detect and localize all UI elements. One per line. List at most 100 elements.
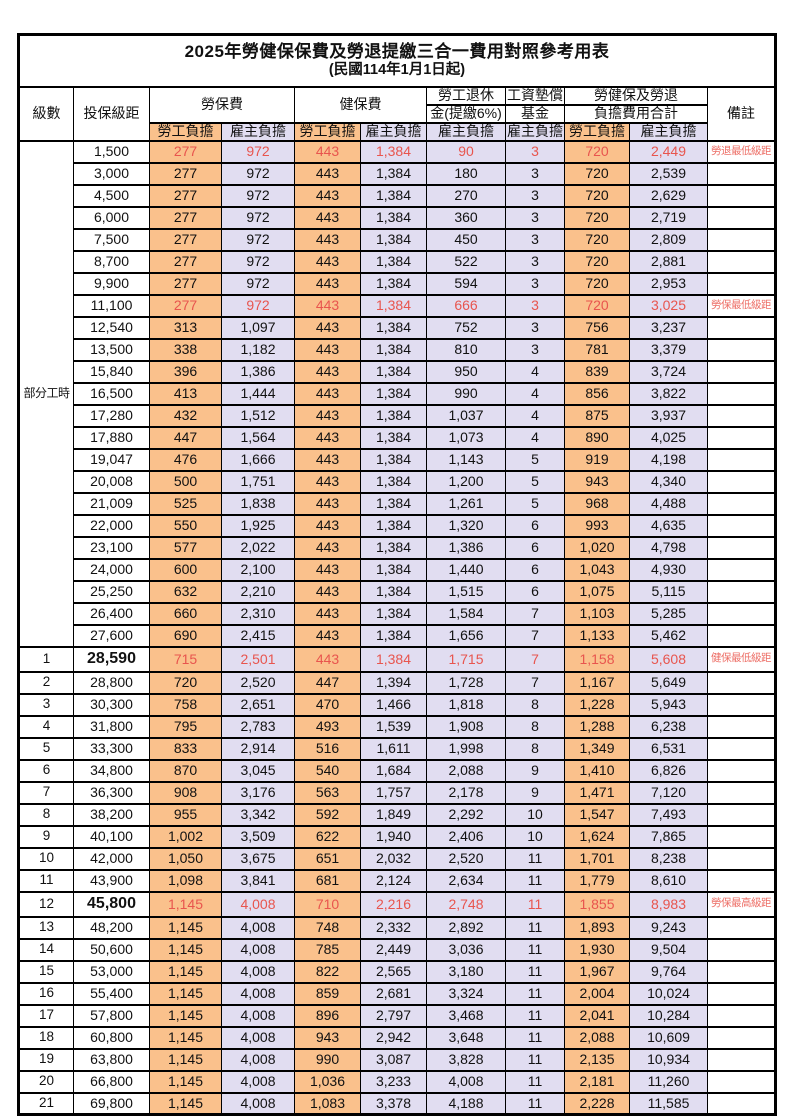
table-row: 16,500 413 1,444 443 1,384 990 4 856 3,822 (19, 381, 777, 406)
total-employee-cell: 875 (564, 403, 630, 428)
wage-fund-employer-cell: 3 (505, 293, 565, 318)
health-employer-cell: 2,942 (360, 1025, 427, 1050)
health-employer-cell: 1,684 (360, 758, 427, 783)
pension-employer-cell: 1,584 (426, 601, 506, 626)
labor-employee-cell: 277 (149, 293, 222, 318)
pension-employer-cell: 1,715 (426, 645, 506, 673)
labor-employee-cell: 955 (149, 802, 222, 827)
header-level: 級數 (18, 85, 74, 142)
total-employer-cell: 4,930 (629, 557, 708, 582)
pension-employer-cell: 3,828 (426, 1047, 506, 1072)
labor-employer-cell: 1,097 (221, 315, 295, 340)
header-health-insurance: 健保費 (294, 85, 427, 124)
labor-employer-cell: 1,564 (221, 425, 295, 450)
total-employee-cell: 1,228 (564, 692, 630, 717)
remark-cell: 勞退最低級距 (706, 139, 777, 164)
labor-employer-cell: 2,310 (221, 601, 295, 626)
labor-employer-cell: 4,008 (221, 890, 295, 918)
pension-employer-cell: 752 (426, 315, 506, 340)
health-employer-cell: 1,384 (360, 227, 427, 252)
health-employee-cell: 516 (294, 736, 361, 761)
total-employer-cell: 3,379 (629, 337, 708, 362)
bracket-cell: 30,300 (73, 692, 150, 717)
pension-employer-cell: 3,180 (426, 959, 506, 984)
health-employer-cell: 3,233 (360, 1069, 427, 1094)
bracket-cell: 34,800 (73, 758, 150, 783)
table-row: 6,000 277 972 443 1,384 360 3 720 2,719 (19, 205, 777, 230)
remark-cell (706, 491, 777, 516)
pension-employer-cell: 1,261 (426, 491, 506, 516)
bracket-cell: 63,800 (73, 1047, 150, 1072)
total-employee-cell: 2,041 (564, 1003, 630, 1028)
wage-fund-employer-cell: 3 (505, 205, 565, 230)
wage-fund-employer-cell: 6 (505, 579, 565, 604)
level-cell: 5 (18, 736, 74, 761)
total-employer-cell: 2,881 (629, 249, 708, 274)
health-employer-cell: 1,384 (360, 491, 427, 516)
total-employer-cell: 4,635 (629, 513, 708, 538)
level-cell: 20 (18, 1069, 74, 1094)
labor-employer-cell: 1,444 (221, 381, 295, 406)
health-employee-cell: 443 (294, 579, 361, 604)
level-cell: 19 (18, 1047, 74, 1072)
header-labor-employee: 勞工負擔 (149, 121, 222, 142)
health-employee-cell: 443 (294, 513, 361, 538)
bracket-cell: 50,600 (73, 937, 150, 962)
header-wage-fund-employer: 雇主負擔 (505, 121, 565, 142)
wage-fund-employer-cell: 3 (505, 249, 565, 274)
total-employee-cell: 756 (564, 315, 630, 340)
header-wage-fund-line1: 工資墊償 (505, 85, 565, 106)
remark-cell (706, 227, 777, 252)
wage-fund-employer-cell: 11 (505, 981, 565, 1006)
health-employer-cell: 1,384 (360, 205, 427, 230)
table-row: 9,900 277 972 443 1,384 594 3 720 2,953 (19, 271, 777, 296)
pension-employer-cell: 270 (426, 183, 506, 208)
table-row: 7 36,300 908 3,176 563 1,757 2,178 9 1,471 7,120 (18, 780, 777, 805)
wage-fund-employer-cell: 11 (505, 1091, 565, 1116)
labor-employee-cell: 715 (149, 645, 222, 673)
health-employee-cell: 710 (294, 890, 361, 918)
pension-employer-cell: 1,200 (426, 469, 506, 494)
remark-cell: 健保最低級距 (706, 645, 777, 673)
total-employer-cell: 4,488 (629, 491, 708, 516)
bracket-cell: 31,800 (73, 714, 150, 739)
bracket-cell: 28,590 (73, 645, 150, 673)
health-employee-cell: 443 (294, 271, 361, 296)
remark-cell (706, 937, 777, 962)
remark-cell (706, 1047, 777, 1072)
bracket-cell: 11,100 (73, 293, 150, 318)
level-cell: 18 (18, 1025, 74, 1050)
bracket-cell: 6,000 (73, 205, 150, 230)
pension-employer-cell: 990 (426, 381, 506, 406)
health-employee-cell: 443 (294, 447, 361, 472)
health-employer-cell: 1,384 (360, 139, 427, 164)
pension-employer-cell: 3,036 (426, 937, 506, 962)
pension-employer-cell: 3,324 (426, 981, 506, 1006)
bracket-cell: 48,200 (73, 915, 150, 940)
wage-fund-employer-cell: 7 (505, 670, 565, 695)
labor-employer-cell: 1,751 (221, 469, 295, 494)
table-row: 27,600 690 2,415 443 1,384 1,656 7 1,133 5,462 (19, 623, 777, 648)
health-employee-cell: 748 (294, 915, 361, 940)
table-row: 25,250 632 2,210 443 1,384 1,515 6 1,075 5,115 (19, 579, 777, 604)
labor-employer-cell: 4,008 (221, 937, 295, 962)
labor-employee-cell: 338 (149, 337, 222, 362)
header-health-employee: 勞工負擔 (294, 121, 361, 142)
table-row: 23,100 577 2,022 443 1,384 1,386 6 1,020 4,798 (19, 535, 777, 560)
table-row: 5 33,300 833 2,914 516 1,611 1,998 8 1,349 6,531 (18, 736, 777, 761)
table-row: 9 40,100 1,002 3,509 622 1,940 2,406 10 1,624 7,8… (18, 824, 777, 849)
total-employee-cell: 1,288 (564, 714, 630, 739)
pension-employer-cell: 1,908 (426, 714, 506, 739)
health-employer-cell: 1,384 (360, 161, 427, 186)
table-row: 20 66,800 1,145 4,008 1,036 3,233 4,008 11 2,181… (18, 1069, 777, 1094)
labor-employee-cell: 1,145 (149, 959, 222, 984)
health-employer-cell: 2,449 (360, 937, 427, 962)
remark-cell (706, 447, 777, 472)
labor-employee-cell: 313 (149, 315, 222, 340)
health-employer-cell: 1,384 (360, 249, 427, 274)
labor-employer-cell: 4,008 (221, 915, 295, 940)
pension-employer-cell: 4,008 (426, 1069, 506, 1094)
total-employer-cell: 6,826 (629, 758, 708, 783)
level-cell: 10 (18, 846, 74, 871)
table-row: 15,840 396 1,386 443 1,384 950 4 839 3,724 (19, 359, 777, 384)
